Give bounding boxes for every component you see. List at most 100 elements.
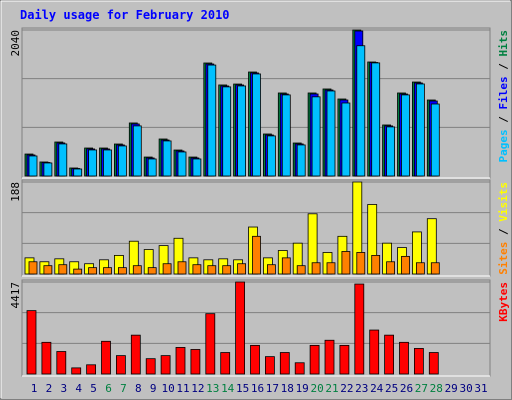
bar: [428, 352, 439, 375]
bar: [401, 94, 410, 177]
bar: [309, 344, 320, 375]
bar: [311, 262, 321, 275]
bar: [222, 265, 232, 275]
x-tick-label: 12: [191, 382, 204, 395]
bar: [326, 90, 336, 177]
bar: [43, 265, 53, 275]
bar: [205, 313, 216, 375]
bar: [103, 149, 112, 177]
bar: [430, 262, 440, 275]
x-tick-label: 31: [474, 382, 487, 395]
x-tick-label: 10: [161, 382, 174, 395]
bar: [43, 162, 53, 177]
x-tick-label: 19: [296, 382, 309, 395]
x-tick-label: 2: [46, 382, 53, 395]
bar: [294, 362, 305, 375]
bar: [386, 126, 396, 177]
bar: [266, 264, 276, 275]
bar: [220, 352, 231, 375]
bar: [192, 158, 202, 177]
bar: [369, 329, 380, 375]
bar: [399, 341, 409, 375]
bar: [147, 267, 157, 275]
x-tick-label: 15: [236, 382, 249, 395]
x-tick-label: 30: [459, 382, 472, 395]
bar: [162, 140, 172, 177]
bar: [252, 235, 261, 275]
y-tick-label: 2040: [9, 30, 22, 57]
legend-entry: Sites: [497, 242, 510, 275]
legend-entry: Files: [497, 76, 510, 109]
bar: [371, 62, 381, 177]
bar: [175, 347, 186, 375]
bar: [73, 268, 83, 275]
bar: [237, 263, 247, 275]
bar: [339, 344, 350, 375]
x-tick-label: 25: [385, 382, 398, 395]
bar: [177, 151, 187, 177]
bar: [279, 352, 290, 375]
bar: [354, 283, 365, 375]
bar: [386, 261, 396, 275]
bar: [118, 145, 127, 177]
legend-entry: Pages: [497, 129, 510, 162]
bar: [207, 64, 217, 177]
bar: [356, 45, 366, 177]
bar: [88, 149, 97, 177]
x-tick-label: 7: [120, 382, 127, 395]
bar: [192, 264, 202, 275]
bar: [266, 135, 276, 177]
chart-title: Daily usage for February 2010: [20, 8, 230, 22]
legend-separator: /: [497, 57, 510, 77]
x-tick-label: 18: [281, 382, 294, 395]
bar: [162, 263, 172, 275]
x-tick-label: 4: [75, 382, 82, 395]
bar: [430, 103, 440, 177]
bar: [401, 255, 410, 275]
bar: [130, 334, 141, 375]
bar: [41, 341, 52, 375]
x-tick-label: 17: [266, 382, 279, 395]
x-tick-label: 9: [150, 382, 157, 395]
x-tick-label: 8: [135, 382, 142, 395]
bar: [56, 351, 67, 375]
legend-separator: /: [497, 222, 510, 242]
bar: [145, 358, 156, 375]
bar: [222, 86, 232, 177]
bar: [324, 339, 335, 375]
x-tick-label: 28: [430, 382, 443, 395]
legend-entry: Visits: [497, 182, 510, 222]
x-tick-label: 23: [355, 382, 368, 395]
bar: [207, 265, 217, 275]
bar: [132, 265, 142, 275]
x-tick-label: 5: [90, 382, 97, 395]
bar: [88, 267, 97, 275]
x-tick-label: 29: [445, 382, 458, 395]
x-tick-label: 3: [60, 382, 67, 395]
bar: [101, 340, 111, 375]
x-tick-label: 6: [105, 382, 112, 395]
bar: [356, 252, 366, 275]
legend: Sites / Visits: [497, 182, 510, 275]
bar: [58, 264, 68, 275]
x-tick-label: 14: [221, 382, 235, 395]
bar: [341, 251, 351, 275]
bar: [190, 349, 201, 375]
x-tick-label: 16: [251, 382, 264, 395]
bar: [413, 348, 424, 375]
bar: [281, 257, 291, 275]
bar: [326, 262, 336, 275]
legend-entry: Hits: [497, 30, 510, 57]
x-tick-label: 26: [400, 382, 413, 395]
bar: [26, 310, 37, 375]
bar: [86, 364, 96, 375]
legend: KBytes: [497, 282, 510, 322]
bar: [28, 155, 38, 177]
bar: [132, 125, 142, 177]
bar: [147, 158, 157, 177]
bar: [311, 96, 321, 177]
bar: [235, 281, 246, 375]
bar: [252, 73, 261, 177]
bar: [103, 267, 112, 275]
legend-entry: KBytes: [497, 282, 510, 322]
